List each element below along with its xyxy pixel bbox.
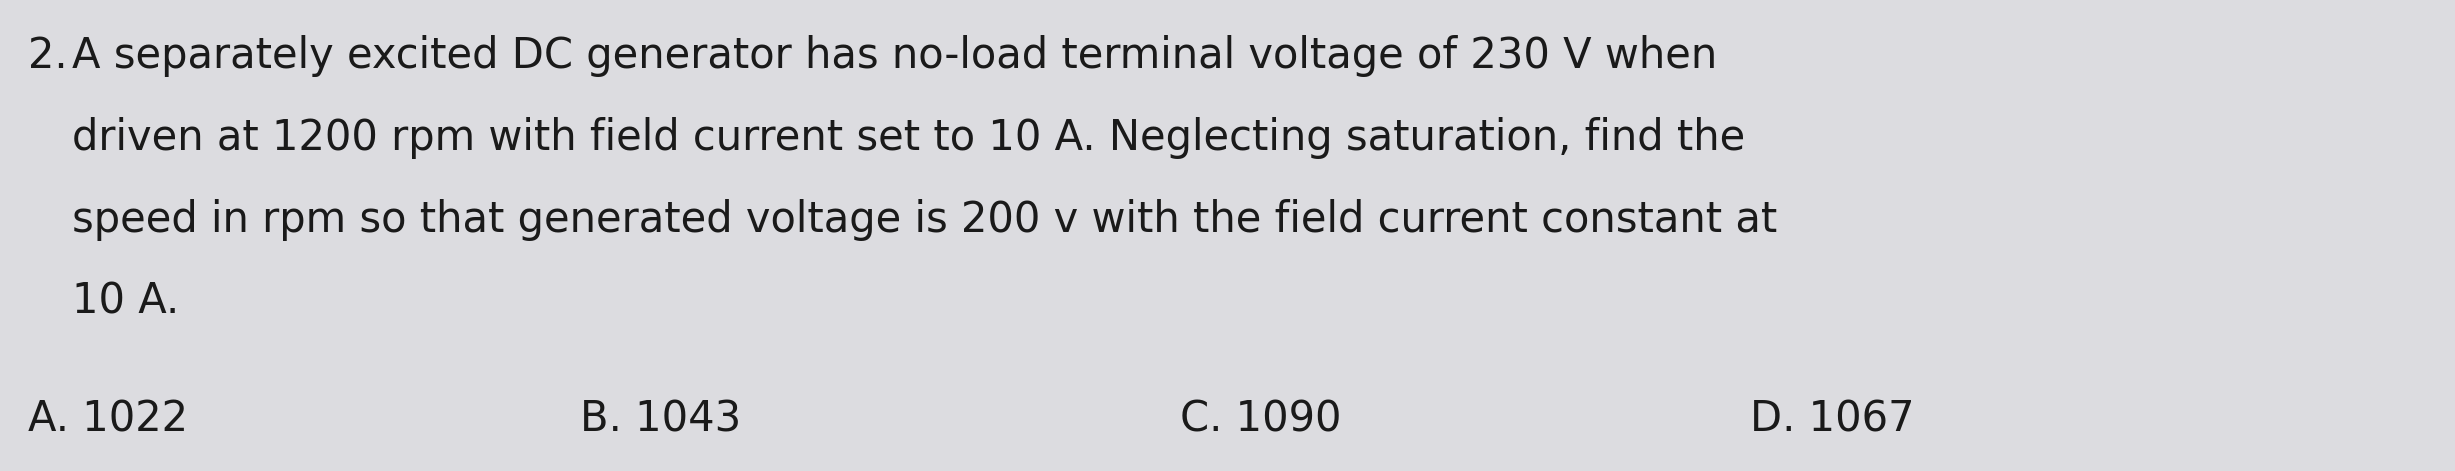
- Text: A separately excited DC generator has no-load terminal voltage of 230 V when: A separately excited DC generator has no…: [71, 35, 1716, 77]
- Text: A. 1022: A. 1022: [27, 399, 189, 441]
- Text: driven at 1200 rpm with field current set to 10 A. Neglecting saturation, find t: driven at 1200 rpm with field current se…: [71, 117, 1746, 159]
- Text: 2.: 2.: [27, 35, 69, 77]
- Text: speed in rpm so that generated voltage is 200 v with the field current constant : speed in rpm so that generated voltage i…: [71, 199, 1777, 241]
- Text: 10 A.: 10 A.: [71, 281, 179, 323]
- Text: C. 1090: C. 1090: [1181, 399, 1340, 441]
- Text: D. 1067: D. 1067: [1750, 399, 1915, 441]
- Text: B. 1043: B. 1043: [579, 399, 741, 441]
